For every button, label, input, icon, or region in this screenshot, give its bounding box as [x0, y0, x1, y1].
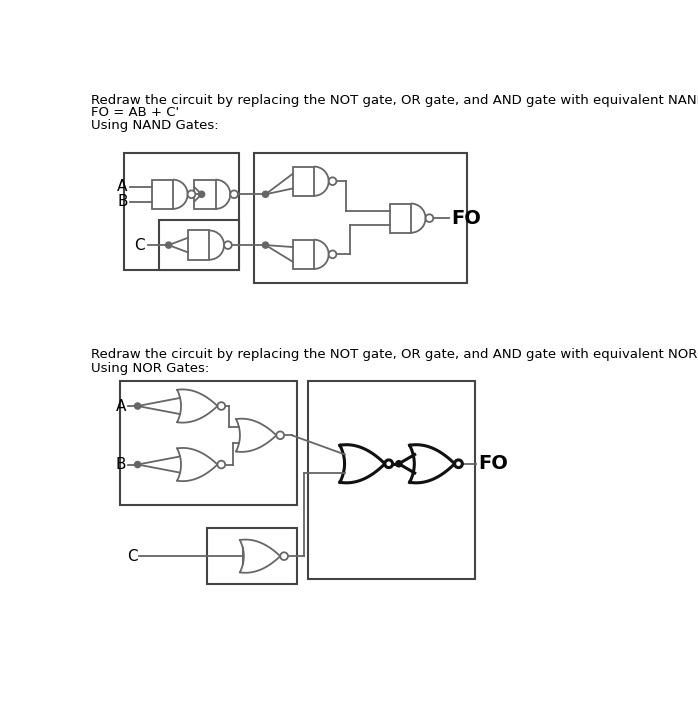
Bar — [254, 153, 467, 283]
Bar — [308, 382, 475, 579]
Text: Redraw the circuit by replacing the NOT gate, OR gate, and AND gate with equival: Redraw the circuit by replacing the NOT … — [91, 348, 698, 361]
Text: FO: FO — [479, 454, 509, 473]
Text: FO = AB + C': FO = AB + C' — [91, 105, 179, 119]
Circle shape — [135, 403, 141, 409]
Bar — [158, 220, 239, 270]
Text: C: C — [127, 549, 138, 563]
Circle shape — [198, 191, 205, 197]
Text: Using NOR Gates:: Using NOR Gates: — [91, 362, 209, 375]
Bar — [389, 204, 411, 233]
Circle shape — [230, 190, 238, 198]
Circle shape — [396, 461, 402, 467]
Bar — [188, 230, 209, 260]
Circle shape — [218, 461, 225, 468]
Circle shape — [454, 460, 462, 467]
Bar — [120, 382, 297, 505]
Circle shape — [276, 431, 284, 439]
Bar — [151, 180, 173, 209]
Bar — [292, 240, 314, 269]
Text: A: A — [116, 398, 126, 414]
Circle shape — [135, 462, 141, 467]
Bar — [124, 153, 239, 270]
Circle shape — [165, 242, 172, 248]
Text: Redraw the circuit by replacing the NOT gate, OR gate, and AND gate with equival: Redraw the circuit by replacing the NOT … — [91, 95, 698, 107]
Circle shape — [224, 241, 232, 249]
Circle shape — [426, 214, 433, 222]
Circle shape — [262, 242, 269, 248]
Text: Using NAND Gates:: Using NAND Gates: — [91, 119, 218, 132]
Text: FO: FO — [451, 209, 481, 228]
Bar — [194, 180, 216, 209]
Circle shape — [385, 460, 392, 467]
Bar — [292, 166, 314, 196]
Circle shape — [218, 402, 225, 410]
Circle shape — [329, 251, 336, 258]
Text: B: B — [117, 194, 128, 209]
Text: C: C — [134, 238, 144, 252]
Text: A: A — [117, 180, 128, 194]
Bar — [207, 528, 297, 584]
Circle shape — [262, 191, 269, 197]
Circle shape — [188, 190, 195, 198]
Circle shape — [280, 553, 288, 560]
Circle shape — [329, 177, 336, 185]
Text: B: B — [115, 457, 126, 472]
